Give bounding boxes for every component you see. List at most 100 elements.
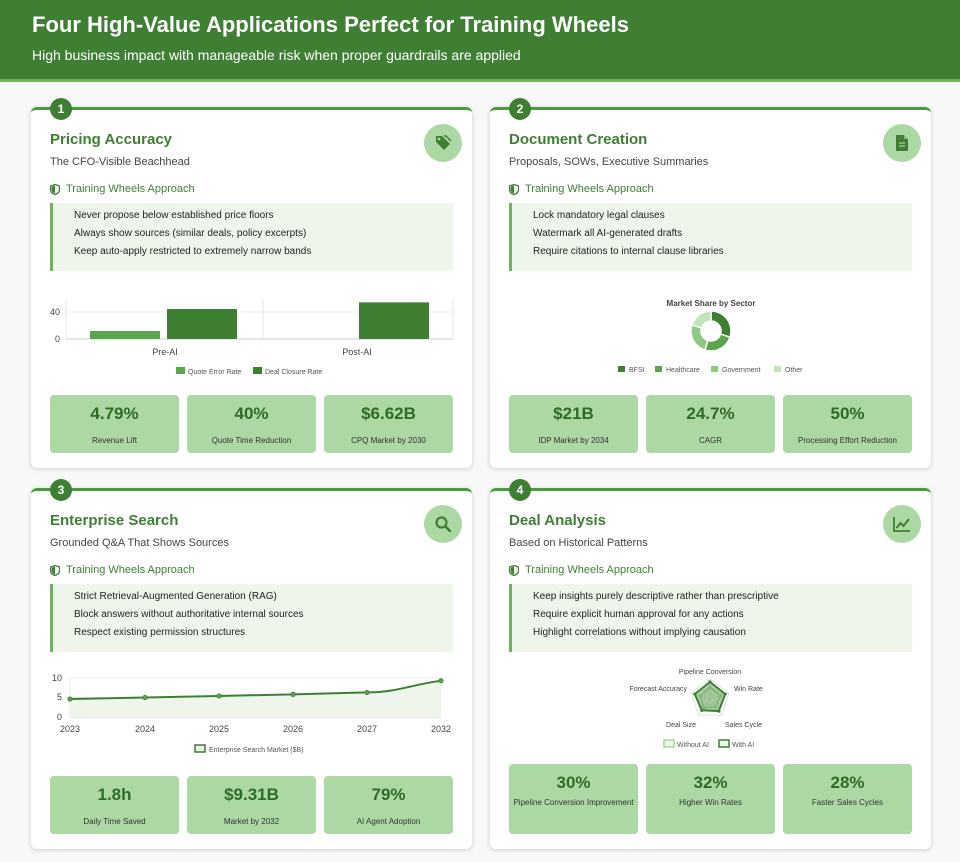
radar-series (693, 680, 727, 713)
radar-point (700, 708, 704, 712)
rule-item: Highlight correlations without implying … (533, 627, 746, 638)
radar-point (723, 692, 727, 696)
radar-point (701, 706, 706, 710)
stat-card: $21B IDP Market by 2034 (509, 395, 638, 453)
radar-point (708, 680, 712, 684)
card-pricing-accuracy: 1 Pricing Accuracy The CFO-Visible Beach… (31, 98, 472, 468)
stat-card: 30% Pipeline Conversion Improvement (509, 764, 638, 834)
stat-label: CAGR (698, 436, 723, 445)
card-enterprise-search: 3 Enterprise Search Grounded Q&A That Sh… (31, 479, 472, 849)
training-wheels-label: Training Wheels Approach (525, 564, 654, 576)
legend-swatch (774, 366, 781, 372)
bar (167, 309, 237, 339)
training-wheels-heading: Training Wheels Approach (50, 564, 195, 576)
stat-label: Daily Time Saved (83, 817, 146, 826)
radar-series (699, 685, 722, 709)
rule-item: Strict Retrieval-Augmented Generation (R… (74, 591, 277, 602)
stat-value: 1.8h (97, 785, 132, 804)
legend-label: Deal Closure Rate (265, 369, 322, 376)
rule-item: Never propose below established price fl… (74, 210, 274, 221)
card-number: 3 (50, 479, 72, 501)
stat-label: Higher Win Rates (679, 798, 742, 807)
page-title: Four High-Value Applications Perfect for… (32, 12, 629, 37)
card-document-creation: 2 Document Creation Proposals, SOWs, Exe… (490, 98, 931, 468)
legend-swatch (253, 367, 262, 374)
stat-card: 79% AI Agent Adoption (324, 776, 453, 834)
stat-value: $21B (553, 404, 594, 423)
legend-label: Healthcare (666, 367, 700, 374)
legend-swatch (618, 366, 625, 372)
stat-value: $9.31B (224, 785, 279, 804)
legend-swatch (176, 367, 185, 374)
training-wheels-label: Training Wheels Approach (66, 564, 195, 576)
data-point (216, 693, 222, 699)
legend-swatch (718, 739, 730, 748)
y-tick-label: 0 (57, 712, 62, 722)
radar-point (693, 692, 697, 696)
y-tick-label: 40 (50, 307, 60, 317)
bar (359, 302, 429, 339)
stat-value: 24.7% (686, 404, 735, 423)
radar-point (718, 694, 723, 698)
rule-item: Watermark all AI-generated drafts (533, 228, 683, 239)
legend-label: Enterprise Search Market ($B) (209, 747, 304, 754)
stat-card: $9.31B Market by 2032 (187, 776, 316, 834)
legend-label: Without AI (677, 742, 709, 749)
page-subtitle: High business impact with manageable ris… (32, 47, 521, 63)
stat-label: CPQ Market by 2030 (351, 436, 426, 445)
card-number: 4 (509, 479, 531, 501)
card-subtitle: Grounded Q&A That Shows Sources (50, 537, 229, 549)
stat-label: Pipeline Conversion Improvement (513, 798, 634, 807)
legend-label: With AI (732, 742, 754, 749)
legend-label: BFSI (629, 367, 645, 374)
card-title: Document Creation (509, 131, 648, 148)
stat-card: 40% Quote Time Reduction (187, 395, 316, 453)
rule-item: Require explicit human approval for any … (533, 609, 744, 620)
legend-swatch (655, 366, 662, 372)
sector-donut-chart: Market Share by Sector BFSI Healthcare G… (618, 299, 803, 374)
line-area (70, 680, 441, 717)
x-tick-label: 2024 (135, 724, 155, 734)
radar-point (698, 694, 703, 698)
legend-label: Other (785, 367, 803, 374)
card-subtitle: Based on Historical Patterns (509, 537, 648, 549)
legend-label: Government (722, 367, 761, 374)
training-wheels-heading: Training Wheels Approach (509, 564, 654, 576)
rule-item: Block answers without authoritative inte… (74, 609, 304, 620)
shield-icon (50, 183, 60, 195)
stat-value: 28% (830, 773, 865, 792)
stats-row: $21B IDP Market by 2034 24.7% CAGR 50% Proc… (509, 395, 912, 453)
shield-icon (509, 564, 519, 576)
chart-title: Market Share by Sector (667, 299, 756, 308)
card-number: 2 (509, 98, 531, 120)
x-tick-label: Post-AI (342, 347, 372, 357)
card-number: 1 (50, 98, 72, 120)
stat-card: 4.79% Revenue Lift (50, 395, 179, 453)
y-tick-label: 0 (55, 334, 60, 344)
stat-card: 28% Faster Sales Cycles (783, 764, 912, 834)
card-subtitle: Proposals, SOWs, Executive Summaries (509, 156, 709, 168)
stats-row: 1.8h Daily Time Saved $9.31B Market by 203… (50, 776, 453, 834)
stat-value: 32% (693, 773, 728, 792)
axis-label: Deal Size (666, 722, 696, 729)
axis-label: Win Rate (734, 686, 763, 693)
shield-icon (509, 183, 519, 195)
stat-card: 24.7% CAGR (646, 395, 775, 453)
stat-label: Faster Sales Cycles (811, 798, 884, 807)
rules-list: Strict Retrieval-Augmented Generation (R… (50, 584, 453, 652)
rule-item: Respect existing permission structures (74, 627, 246, 638)
stat-value: 40% (234, 404, 269, 423)
y-tick-label: 10 (52, 673, 62, 683)
x-tick-label: 2025 (209, 724, 229, 734)
legend-swatch (711, 366, 718, 372)
line-chart-icon (883, 505, 921, 543)
donut-slice (710, 310, 732, 339)
radar-point (714, 705, 718, 709)
stat-label: Quote Time Reduction (211, 436, 292, 445)
shield-icon (50, 564, 60, 576)
x-tick-label: 2027 (357, 724, 377, 734)
axis-label: Pipeline Conversion (679, 669, 741, 676)
data-point (142, 694, 148, 701)
stat-card: 1.8h Daily Time Saved (50, 776, 179, 834)
series-line (69, 679, 442, 701)
